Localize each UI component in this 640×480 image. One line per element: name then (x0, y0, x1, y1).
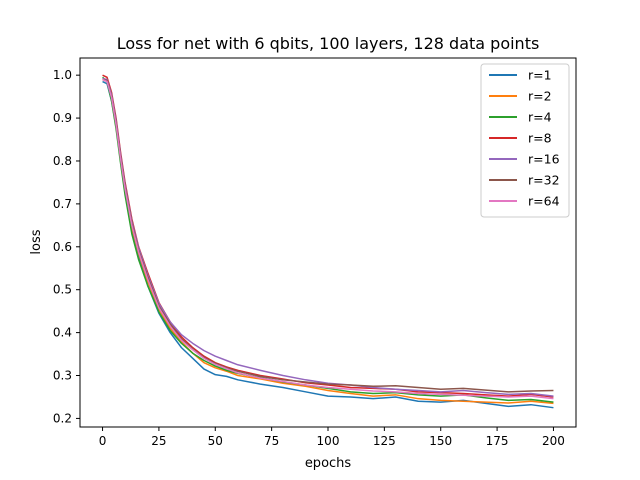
legend-label-5: r=32 (528, 173, 560, 188)
legend-label-3: r=8 (528, 131, 552, 146)
legend-label-4: r=16 (528, 152, 560, 167)
series-lines (102, 74, 554, 409)
legend-label-2: r=4 (528, 110, 552, 125)
chart-title: Loss for net with 6 qbits, 100 layers, 1… (117, 34, 540, 53)
y-tick-label: 0.7 (53, 197, 72, 211)
x-tick-label: 175 (486, 434, 509, 448)
y-tick-label: 0.8 (53, 154, 72, 168)
x-axis-label: epochs (305, 456, 352, 471)
x-axis-ticks: 0 25 50 75 100 125 150 175 200 (99, 427, 565, 448)
legend: r=1 r=2 r=4 r=8 r=16 r=32 r=64 (480, 63, 570, 218)
y-tick-label: 1.0 (53, 68, 72, 82)
x-tick-label: 0 (99, 434, 107, 448)
y-tick-label: 0.5 (53, 283, 72, 297)
x-tick-label: 150 (429, 434, 452, 448)
x-tick-label: 50 (208, 434, 223, 448)
y-tick-label: 0.4 (53, 326, 72, 340)
y-tick-label: 0.9 (53, 111, 72, 125)
x-tick-label: 75 (264, 434, 279, 448)
x-tick-label: 25 (151, 434, 166, 448)
y-axis-label: loss (29, 229, 44, 254)
legend-label-6: r=64 (528, 194, 560, 209)
x-tick-label: 200 (542, 434, 565, 448)
y-tick-label: 0.2 (53, 411, 72, 425)
legend-label-0: r=1 (528, 68, 552, 83)
x-tick-label: 100 (317, 434, 340, 448)
series-line-6 (102, 78, 554, 400)
legend-label-1: r=2 (528, 89, 552, 104)
series-line-2 (102, 76, 554, 403)
y-tick-label: 0.6 (53, 240, 72, 254)
x-tick-label: 125 (373, 434, 396, 448)
y-axis-ticks: 0.2 0.3 0.4 0.5 0.6 0.7 0.8 0.9 1.0 (53, 68, 80, 425)
y-tick-label: 0.3 (53, 369, 72, 383)
legend-box (480, 63, 570, 218)
